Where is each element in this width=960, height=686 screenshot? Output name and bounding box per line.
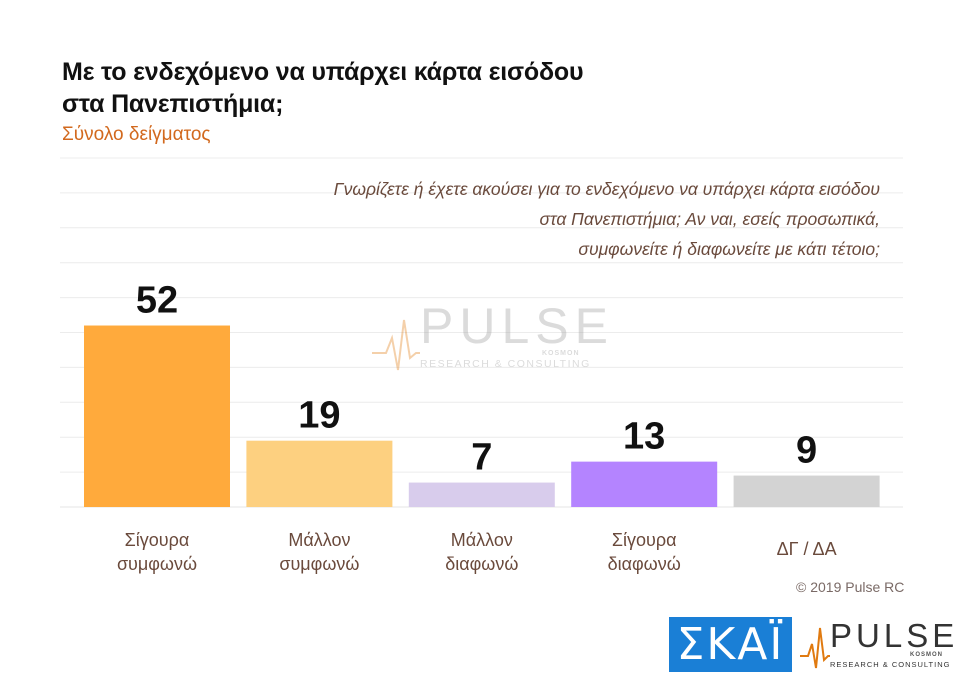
pulse-wave-icon	[372, 319, 420, 371]
category-label-4: Σίγουρα	[612, 530, 677, 550]
bar-5	[733, 475, 880, 507]
chart-title-line-1: Με το ενδεχόμενο να υπάρχει κάρτα εισόδο…	[62, 58, 584, 86]
chart-subtitle: Σύνολο δείγματος	[62, 124, 211, 145]
pulse-logo-kosmon: KOSMON	[910, 652, 943, 658]
bar-2	[246, 440, 393, 507]
pulse-logo: PULSE KOSMON RESEARCH & CONSULTING	[800, 618, 954, 673]
category-label-1: συμφωνώ	[117, 554, 197, 574]
watermark-brand: PULSE	[420, 298, 614, 354]
category-label-5: ΔΓ / ΔΑ	[777, 539, 837, 559]
skai-logo: ΣΚΑΪ	[669, 617, 792, 672]
watermark-tagline: RESEARCH & CONSULTING	[420, 358, 591, 370]
category-label-3: διαφωνώ	[445, 554, 518, 574]
pulse-logo-text: PULSE	[830, 617, 959, 654]
pulse-watermark: PULSE KOSMON RESEARCH & CONSULTING	[372, 298, 608, 378]
data-label-1: 52	[136, 280, 178, 322]
survey-question: Γνωρίζετε ή έχετε ακούσει για το ενδεχόμ…	[180, 174, 880, 264]
data-label-3: 7	[471, 437, 492, 479]
bar-4	[571, 461, 718, 507]
category-label-2: συμφωνώ	[279, 554, 359, 574]
chart-title: Με το ενδεχόμενο να υπάρχει κάρτα εισόδο…	[62, 56, 762, 120]
pulse-logo-wave-icon	[800, 627, 830, 669]
data-label-4: 13	[623, 416, 665, 458]
question-line-3: συμφωνείτε ή διαφωνείτε με κάτι τέτοιο;	[578, 239, 880, 259]
data-label-5: 9	[796, 430, 817, 472]
question-line-1: Γνωρίζετε ή έχετε ακούσει για το ενδεχόμ…	[333, 179, 880, 199]
question-line-2: στα Πανεπιστήμια; Αν ναι, εσείς προσωπικ…	[539, 209, 880, 229]
pulse-logo-tagline: RESEARCH & CONSULTING	[830, 660, 951, 669]
category-label-4: διαφωνώ	[608, 554, 681, 574]
chart-title-line-2: στα Πανεπιστήμια;	[62, 90, 284, 118]
category-label-1: Σίγουρα	[125, 530, 190, 550]
copyright: © 2019 Pulse RC	[796, 579, 905, 595]
bar-3	[408, 482, 555, 507]
data-label-2: 19	[298, 395, 340, 437]
bar-1	[84, 325, 230, 507]
category-label-3: Μάλλον	[451, 530, 513, 550]
watermark-kosmon: KOSMON	[542, 350, 580, 357]
category-label-2: Μάλλον	[288, 530, 350, 550]
